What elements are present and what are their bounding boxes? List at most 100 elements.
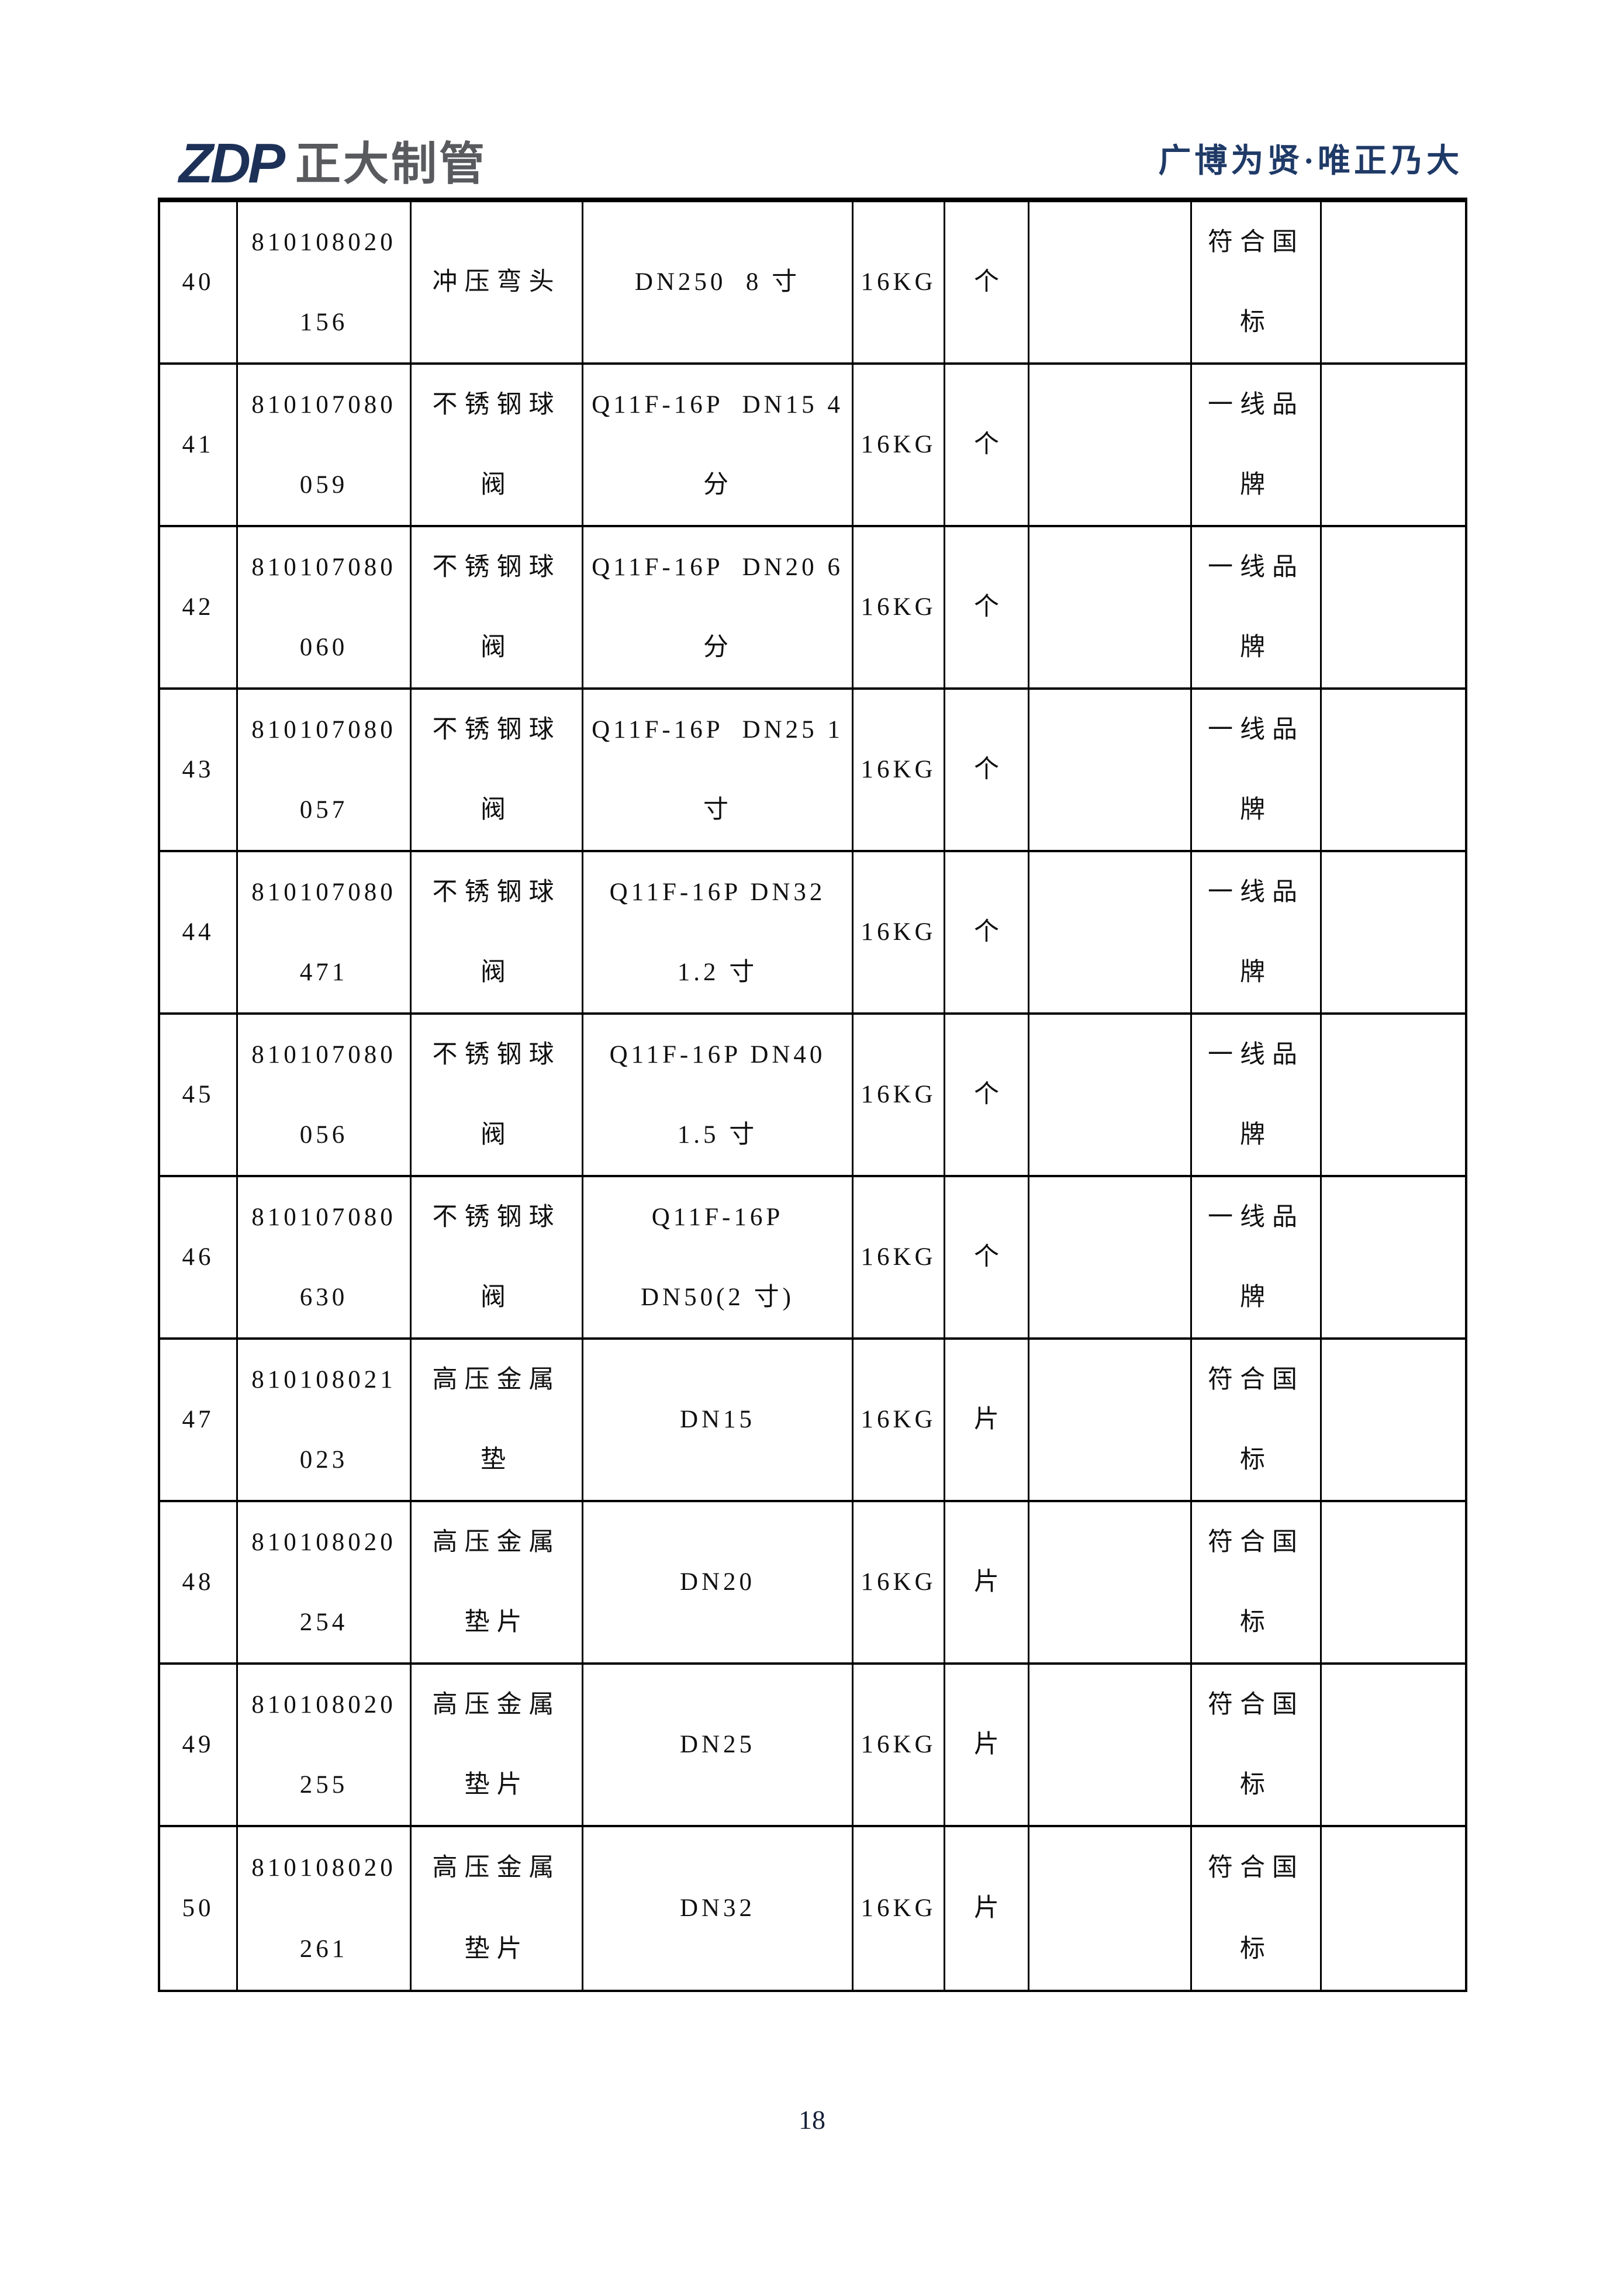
pressure-text: 16KG [861,431,937,459]
seq-cell: 43 [160,690,238,852]
seq-cell: 44 [160,852,238,1015]
code-line-2: 471 [299,958,348,986]
name-line-1: 高压金属 [432,1690,561,1718]
name-cell: 不锈钢球阀 [412,1177,583,1340]
quantity-cell-empty [1029,1015,1192,1177]
pressure-cell: 16KG [854,365,945,527]
remark-line-2: 牌 [1240,471,1272,499]
code-line-1: 810108020 [251,1690,396,1718]
name-line-2: 垫片 [464,1771,529,1799]
name-line-1: 不锈钢球 [432,553,561,581]
unit-cell: 个 [945,1177,1029,1340]
code-cell: 810108020 261 [238,1827,412,1990]
name-cell: 高压金属 垫片 [412,1502,583,1665]
spec-cell: DN250 8 寸 [583,202,854,365]
pressure-cell: 16KG [854,1502,945,1665]
spec-line-1: Q11F-16P DN15 4 [592,390,844,419]
seq-cell: 45 [160,1015,238,1177]
remark-line-1: 一线品 [1208,553,1304,581]
spec-cell: Q11F-16P DN25 1 寸 [583,690,854,852]
remark-line-1: 符合国 [1208,1365,1304,1393]
seq-text: 44 [182,918,215,946]
code-line-1: 810107080 [251,878,396,906]
note-cell-empty [1322,852,1465,1015]
seq-cell: 47 [160,1340,238,1502]
spec-cell: Q11F-16P DN50(2 寸) [583,1177,854,1340]
spec-cell: DN25 [583,1665,854,1827]
name-line-1: 不锈钢球 [432,390,561,419]
name-line-2: 垫 [481,1446,513,1474]
remark-cell: 一线品牌 [1192,690,1322,852]
spec-cell: DN32 [583,1827,854,1990]
seq-cell: 42 [160,527,238,690]
name-line-2: 阀 [481,958,513,986]
code-line-1: 810108020 [251,1528,396,1556]
name-line-2: 阀 [481,471,513,499]
name-cell: 高压金属垫 [412,1340,583,1502]
spec-line-1: DN32 [679,1894,756,1922]
unit-cell: 个 [945,202,1029,365]
seq-cell: 49 [160,1665,238,1827]
name-line-2: 垫片 [464,1608,529,1636]
spec-line-1: DN250 8 寸 [634,268,801,296]
code-line-1: 810107080 [251,1040,396,1069]
code-line-1: 810107080 [251,1203,396,1231]
name-line-1: 高压金属 [432,1528,561,1556]
name-line-1: 不锈钢球 [432,1040,561,1069]
note-cell-empty [1322,1665,1465,1827]
note-cell-empty [1322,690,1465,852]
spec-line-1: Q11F-16P DN32 [609,878,826,906]
name-line-2: 阀 [481,633,513,661]
code-line-2: 056 [299,1121,348,1149]
seq-cell: 48 [160,1502,238,1665]
seq-text: 50 [182,1894,215,1922]
spec-line-1: Q11F-16P DN20 6 [592,553,844,581]
code-cell: 810108020 156 [238,202,412,365]
company-name: 正大制管 [295,138,488,189]
remark-line-2: 牌 [1240,1283,1272,1311]
name-cell: 不锈钢球阀 [412,1015,583,1177]
remark-line-2: 标 [1240,1446,1272,1474]
pressure-text: 16KG [861,1081,937,1109]
pressure-text: 16KG [861,593,937,621]
spec-line-1: DN20 [679,1568,756,1596]
remark-line-1: 一线品 [1208,1040,1304,1069]
quantity-cell-empty [1029,1502,1192,1665]
remark-line-2: 标 [1240,1935,1272,1963]
code-line-1: 810108020 [251,228,396,256]
unit-text: 个 [974,756,999,784]
remark-line-2: 牌 [1240,1121,1272,1149]
remark-line-1: 符合国 [1208,1690,1304,1718]
code-cell: 810108020 254 [238,1502,412,1665]
name-line-2: 阀 [481,796,513,824]
name-line-2: 阀 [481,1121,513,1149]
note-cell-empty [1322,202,1465,365]
quantity-cell-empty [1029,1827,1192,1990]
unit-cell: 片 [945,1665,1029,1827]
remark-line-2: 标 [1240,1771,1272,1799]
unit-cell: 个 [945,1015,1029,1177]
remark-line-2: 牌 [1240,796,1272,824]
spec-line-2: 寸 [703,796,732,824]
note-cell-empty [1322,365,1465,527]
code-cell: 810107080 059 [238,365,412,527]
pressure-cell: 16KG [854,1827,945,1990]
name-cell: 不锈钢球阀 [412,365,583,527]
pressure-text: 16KG [861,918,937,946]
unit-cell: 个 [945,690,1029,852]
company-logo: ZDP 正大制管 [179,136,487,192]
remark-cell: 符合国标 [1192,1502,1322,1665]
pressure-text: 16KG [861,756,937,784]
remark-line-2: 牌 [1240,633,1272,661]
note-cell-empty [1322,1502,1465,1665]
unit-text: 片 [974,1406,999,1434]
name-line-1: 高压金属 [432,1365,561,1393]
seq-text: 48 [182,1568,215,1596]
seq-text: 49 [182,1731,215,1759]
pressure-cell: 16KG [854,1015,945,1177]
note-cell-empty [1322,527,1465,690]
seq-text: 45 [182,1081,215,1109]
unit-cell: 片 [945,1827,1029,1990]
code-line-1: 810107080 [251,715,396,744]
quantity-cell-empty [1029,365,1192,527]
